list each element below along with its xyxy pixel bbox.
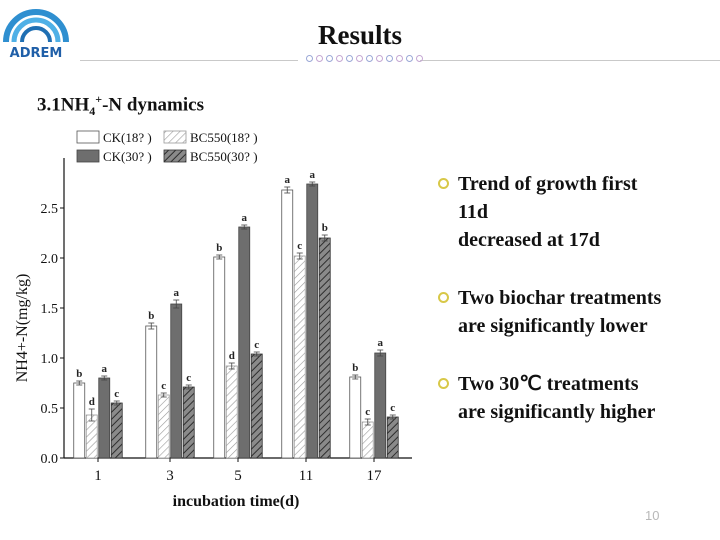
- bar-2: [225, 365, 238, 459]
- bar-3: [238, 226, 251, 459]
- adrem-logo: ADREM: [0, 0, 72, 62]
- logo-graphic: ADREM: [3, 9, 69, 61]
- legend-entry: BC550(30? ): [190, 149, 258, 164]
- section-heading: 3.1NH4+-N dynamics: [37, 92, 204, 119]
- significance-letter: b: [352, 362, 358, 374]
- bar-1: [349, 376, 362, 459]
- title-rule-right: [420, 60, 720, 61]
- page-number: 10: [645, 508, 660, 523]
- bar-1: [213, 256, 226, 459]
- bullet-ring-icon: [438, 378, 449, 389]
- bar-3: [170, 303, 183, 459]
- bar-2: [85, 414, 98, 459]
- x-tick-label: 11: [299, 468, 313, 484]
- logo-text: ADREM: [10, 46, 63, 61]
- significance-letter: c: [254, 339, 259, 351]
- finding-item: Two biochar treatments are significantly…: [438, 284, 720, 340]
- significance-letter: a: [310, 169, 316, 181]
- x-tick-label: 17: [367, 468, 383, 484]
- title-rule-left: [80, 60, 298, 61]
- y-tick-label: 2.0: [41, 252, 59, 267]
- significance-letter: c: [390, 402, 395, 414]
- significance-letter: a: [102, 363, 108, 375]
- significance-letter: b: [148, 310, 154, 322]
- significance-letter: a: [378, 337, 384, 349]
- x-tick-label: 5: [234, 468, 242, 484]
- chart-bars: [73, 181, 399, 459]
- bar-1: [145, 325, 158, 459]
- significance-letter: d: [229, 350, 235, 362]
- chart-legend: CK(18? ) BC550(18? ) CK(30? ) BC550(30? ): [76, 130, 258, 164]
- chart-axes: 0.0 0.5 1.0 1.5 2.0 2.5 NH4+-N(mg/kg) incubatio…: [14, 158, 412, 510]
- y-tick-label: 0.5: [41, 402, 59, 417]
- finding-line: Trend of growth first: [458, 173, 638, 195]
- bar-2: [361, 421, 374, 459]
- bar-2: [293, 255, 306, 459]
- bar-4: [318, 237, 331, 459]
- nh4-bar-chart: 0.0 0.5 1.0 1.5 2.0 2.5 NH4+-N(mg/kg) incubatio…: [14, 130, 412, 510]
- significance-letter: c: [365, 406, 370, 418]
- bar-3: [306, 183, 319, 459]
- legend-entry: CK(18? ): [103, 130, 152, 145]
- bar-4: [250, 353, 263, 459]
- legend-entry: CK(30? ): [103, 149, 152, 164]
- bullet-ring-icon: [438, 178, 449, 189]
- legend-swatch: [163, 130, 187, 144]
- legend-swatch: [163, 149, 187, 163]
- bar-4: [386, 416, 399, 459]
- page-title: Results: [317, 20, 402, 50]
- y-tick-label: 0.0: [41, 452, 59, 467]
- significance-letter: d: [89, 396, 95, 408]
- y-tick-label: 1.5: [41, 302, 59, 317]
- legend-swatch: [76, 130, 100, 144]
- x-tick-label: 1: [94, 468, 102, 484]
- findings-list: Trend of growth first 11d decreased at 1…: [438, 170, 720, 456]
- significance-letter: c: [114, 388, 119, 400]
- significance-letter: b: [76, 368, 82, 380]
- finding-line: are significantly higher: [458, 401, 656, 423]
- x-axis-label: incubation time(d): [173, 493, 300, 510]
- significance-letter: a: [285, 174, 291, 186]
- bar-2: [157, 394, 170, 459]
- significance-letter: a: [174, 287, 180, 299]
- significance-letter: a: [242, 212, 248, 224]
- y-axis-label: NH4+-N(mg/kg): [14, 274, 31, 383]
- title-dots: [306, 55, 423, 62]
- significance-letter: b: [322, 222, 328, 234]
- x-tick-label: 3: [166, 468, 174, 484]
- y-tick-label: 2.5: [41, 202, 59, 217]
- finding-item: Trend of growth first 11d decreased at 1…: [438, 170, 720, 254]
- finding-line: Two 30℃ treatments: [458, 373, 639, 395]
- finding-item: Two 30℃ treatments are significantly hig…: [438, 370, 720, 426]
- finding-line: are significantly lower: [458, 315, 648, 337]
- significance-letter: c: [186, 372, 191, 384]
- bullet-ring-icon: [438, 292, 449, 303]
- significance-letter: c: [161, 380, 166, 392]
- legend-entry: BC550(18? ): [190, 130, 258, 145]
- significance-letter: c: [297, 240, 302, 252]
- bar-3: [374, 352, 387, 459]
- finding-line: 11d: [458, 201, 489, 223]
- finding-line: decreased at 17d: [458, 229, 600, 251]
- bar-4: [110, 402, 123, 459]
- y-tick-label: 1.0: [41, 352, 59, 367]
- bar-4: [182, 386, 195, 459]
- significance-letter: b: [216, 242, 222, 254]
- finding-line: Two biochar treatments: [458, 287, 662, 309]
- bar-1: [73, 382, 86, 459]
- legend-swatch: [76, 149, 100, 163]
- bar-1: [281, 189, 294, 459]
- bar-3: [98, 377, 111, 459]
- chart-labels: b d a c b c a c b d a c a c a b b c a c: [76, 169, 395, 418]
